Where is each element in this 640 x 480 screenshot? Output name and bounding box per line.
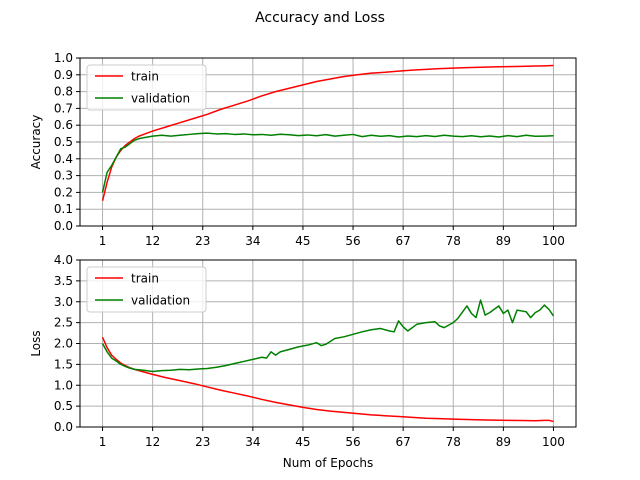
loss-x-tick-label: 1	[99, 435, 107, 449]
accuracy-series	[101, 64, 554, 201]
accuracy-x-tick-label: 78	[446, 234, 461, 248]
accuracy-y-tick-label: 0.1	[54, 202, 73, 216]
accuracy-x-tick-label: 34	[245, 234, 260, 248]
accuracy-x-tick-label: 89	[496, 234, 511, 248]
accuracy-y-tick-label: 1.0	[54, 51, 73, 65]
loss-y-tick-label: 1.0	[54, 378, 73, 392]
accuracy-x-tick-label: 100	[542, 234, 565, 248]
loss-x-tick-label: 23	[195, 435, 210, 449]
loss-y-tick-label: 4.0	[54, 253, 73, 267]
accuracy-y-tick-label: 0.7	[54, 101, 73, 115]
accuracy-y-tick-label: 0.0	[54, 219, 73, 233]
accuracy-x-tick-label: 67	[396, 234, 411, 248]
loss-legend: train validation	[86, 266, 207, 313]
loss-legend-label-validation: validation	[131, 294, 190, 308]
accuracy-y-tick-label: 0.4	[54, 152, 73, 166]
loss-x-tick-label: 34	[245, 435, 260, 449]
accuracy-legend: train validation	[86, 64, 207, 111]
accuracy-y-tick-label: 0.8	[54, 85, 73, 99]
accuracy-x-tick-label: 45	[295, 234, 310, 248]
loss-x-axis-label: Num of Epochs	[283, 456, 373, 470]
loss-y-tick-label: 2.0	[54, 337, 73, 351]
accuracy-y-tick-label: 0.3	[54, 169, 73, 183]
accuracy-x-tick-label: 23	[195, 234, 210, 248]
loss-x-ticks: 1 12 23 34 45 56 67 78 89 100	[99, 427, 565, 449]
loss-y-axis-label: Loss	[29, 330, 43, 356]
loss-y-tick-label: 1.5	[54, 357, 73, 371]
loss-series	[101, 299, 555, 423]
loss-y-tick-label: 0.5	[54, 399, 73, 413]
figure-suptitle: Accuracy and Loss	[255, 10, 385, 26]
accuracy-x-tick-label: 1	[99, 234, 107, 248]
accuracy-legend-label-train: train	[131, 70, 159, 84]
loss-x-tick-label: 67	[396, 435, 411, 449]
accuracy-y-tick-label: 0.6	[54, 118, 73, 132]
accuracy-y-ticks: 0.0 0.1 0.2 0.3 0.4 0.5 0.6 0.7 0.8 0.9 1.0	[54, 51, 80, 233]
accuracy-panel: 1 12 23 34 45 56 67 78 89 100 0.00.10.20.30.40.50…	[29, 51, 577, 248]
loss-y-tick-label: 3.0	[54, 295, 73, 309]
accuracy-x-ticks: 1 12 23 34 45 56 67 78 89 100	[99, 226, 565, 248]
accuracy-x-tick-label: 12	[145, 234, 160, 248]
accuracy-legend-label-validation: validation	[131, 92, 190, 106]
loss-x-tick-label: 100	[542, 435, 565, 449]
loss-legend-label-train: train	[131, 272, 159, 286]
accuracy-y-tick-label: 0.5	[54, 135, 73, 149]
loss-x-tick-label: 89	[496, 435, 511, 449]
loss-x-tick-label: 78	[446, 435, 461, 449]
accuracy-y-tick-label: 0.2	[54, 185, 73, 199]
loss-x-tick-label: 45	[295, 435, 310, 449]
loss-x-tick-label: 56	[345, 435, 360, 449]
loss-panel: 1 12 23 34 45 56 67 78 89 100 0.0 0.5 1.0 1.5 2.0 2.5 3…	[29, 253, 577, 470]
accuracy-y-axis-label: Accuracy	[29, 115, 43, 170]
accuracy-train-line	[101, 64, 554, 201]
accuracy-y-tick-label: 0.9	[54, 68, 73, 82]
accuracy-x-tick-label: 56	[345, 234, 360, 248]
accuracy-validation-line	[101, 132, 554, 193]
loss-y-tick-label: 3.5	[54, 274, 73, 288]
loss-validation-line	[101, 299, 555, 373]
loss-x-tick-label: 12	[145, 435, 160, 449]
loss-y-ticks: 0.0 0.5 1.0 1.5 2.0 2.5 3.0 3.5 4.0	[54, 253, 80, 434]
loss-y-tick-label: 0.0	[54, 420, 73, 434]
loss-y-tick-label: 2.5	[54, 316, 73, 330]
